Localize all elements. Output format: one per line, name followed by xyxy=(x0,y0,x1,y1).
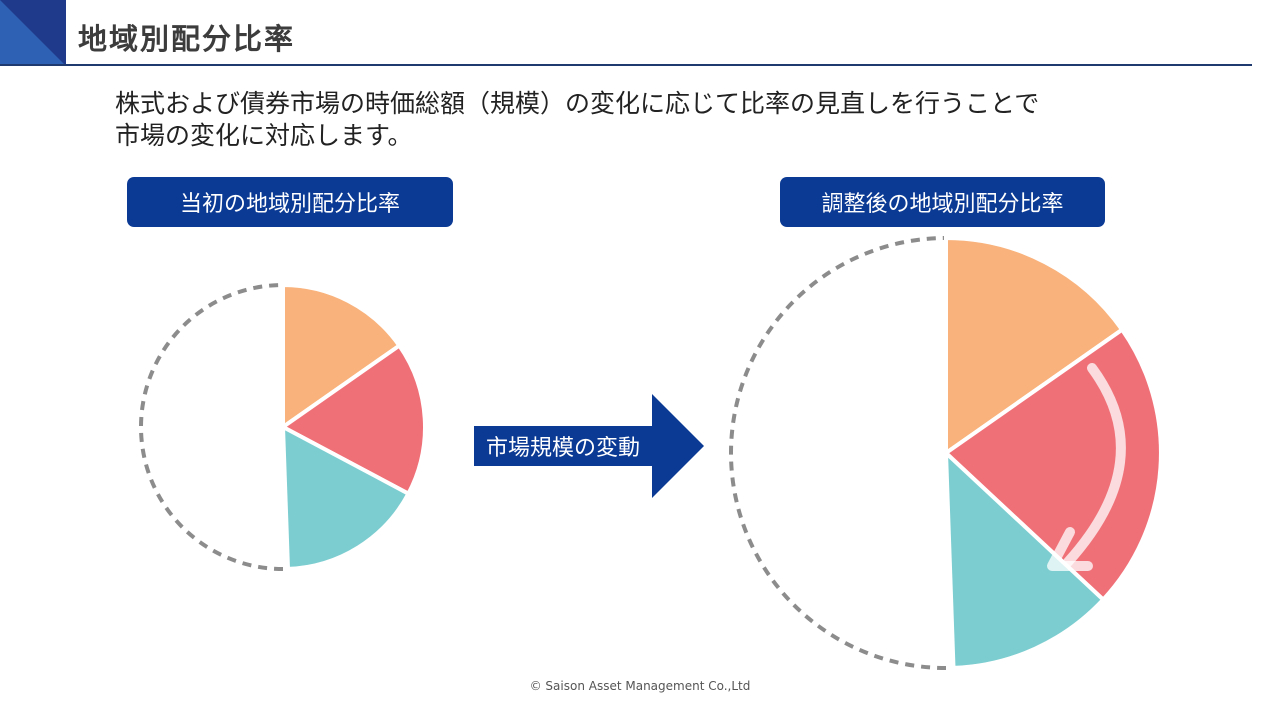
description-text: 株式および債券市場の時価総額（規模）の変化に応じて比率の見直しを行うことで 市場… xyxy=(115,88,1115,152)
pie-dashed-outline xyxy=(139,283,284,571)
header-bar: 地域別配分比率 xyxy=(0,0,1280,66)
copyright-footer: © Saison Asset Management Co.,Ltd xyxy=(529,679,751,693)
pie-dashed-outline xyxy=(729,236,947,670)
description-line-1: 株式および債券市場の時価総額（規模）の変化に応じて比率の見直しを行うことで xyxy=(115,89,1040,118)
pie-segment-teal xyxy=(943,448,1107,670)
pie-segment-teal xyxy=(280,423,412,571)
market-change-arrow: 市場規模の変動 xyxy=(474,394,706,498)
right-arrow-icon xyxy=(474,394,704,498)
pie-segment-orange xyxy=(944,235,1125,457)
rotation-arrow-icon xyxy=(1063,363,1126,567)
description-line-2: 市場の変化に対応します。 xyxy=(115,121,413,150)
pie-segment-orange xyxy=(281,282,403,431)
pie-segment-red xyxy=(942,326,1163,603)
pie-segment-red xyxy=(279,342,427,497)
initial-allocation-label: 当初の地域別配分比率 xyxy=(127,177,453,227)
page-title: 地域別配分比率 xyxy=(78,22,296,56)
header-divider xyxy=(0,64,1252,66)
header-corner-decoration xyxy=(0,0,66,66)
rotation-arrowhead-icon xyxy=(1047,527,1093,571)
adjusted-allocation-label: 調整後の地域別配分比率 xyxy=(780,177,1105,227)
arrow-label: 市場規模の変動 xyxy=(485,436,640,461)
